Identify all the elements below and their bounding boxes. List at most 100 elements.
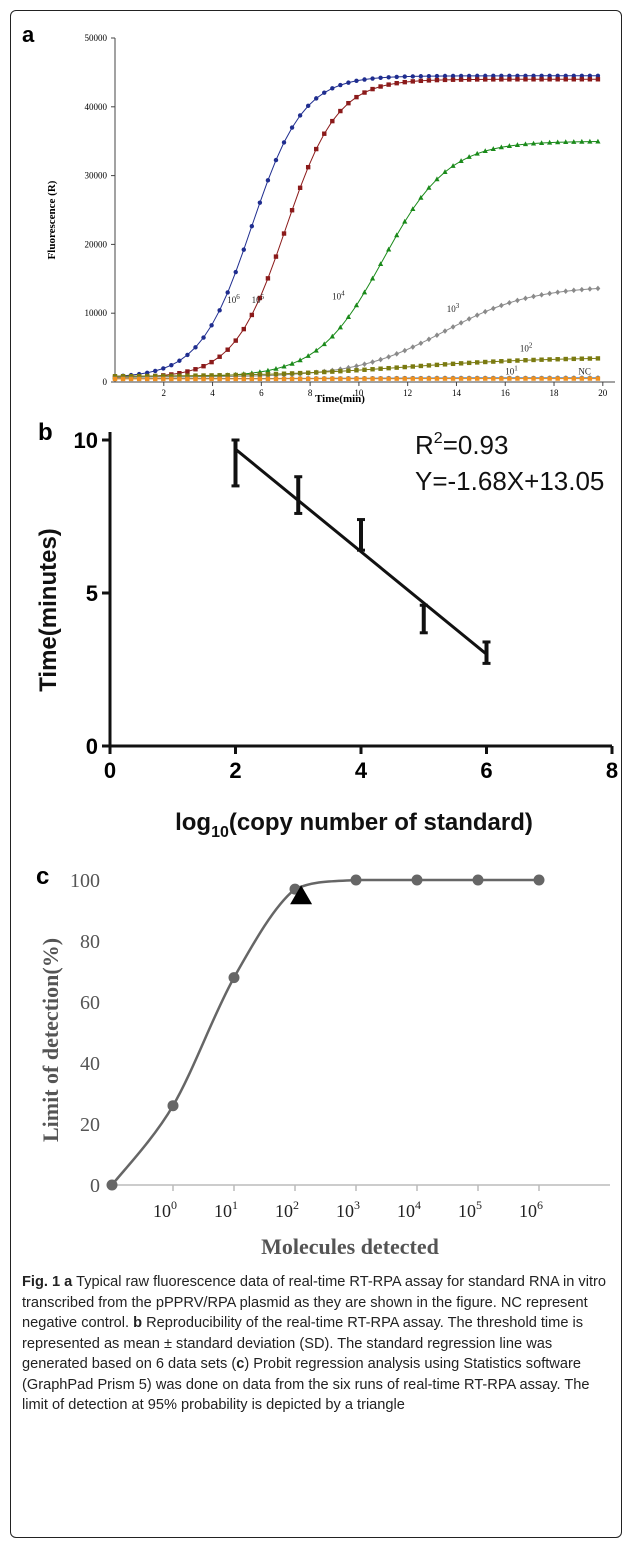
panel-a-point <box>515 376 520 381</box>
panel-a-point <box>233 372 238 378</box>
panel-a-point <box>555 139 561 145</box>
panel-c-point <box>228 972 240 984</box>
panel-a-point <box>337 324 343 330</box>
panel-a-point <box>474 73 480 79</box>
panel-a-point <box>265 178 271 183</box>
panel-a-point <box>587 77 593 82</box>
panel-a-point <box>289 208 295 213</box>
panel-a-point <box>273 365 279 371</box>
panel-a-point <box>563 288 569 295</box>
panel-c-ytick-label: 20 <box>80 1114 100 1136</box>
panel-b-letter: b <box>38 419 53 446</box>
panel-a-point <box>120 373 126 379</box>
panel-a-point <box>136 376 142 382</box>
panel-a-point <box>523 73 528 79</box>
panel-a-point <box>217 376 222 382</box>
panel-a-point <box>466 316 472 322</box>
panel-a-point <box>201 335 206 340</box>
figure-frame <box>10 10 622 1538</box>
panel-a-point <box>289 371 295 376</box>
panel-a-point <box>201 373 206 378</box>
panel-a-point <box>353 302 360 308</box>
panel-a-point <box>362 90 367 95</box>
panel-a-xtick-label: 10 <box>354 388 364 398</box>
panel-a-point <box>571 139 577 144</box>
panel-a-point <box>177 371 182 376</box>
panel-a-point <box>418 340 424 347</box>
caption-letter-a: a <box>64 1274 73 1290</box>
panel-c-lod-triangle <box>290 885 313 905</box>
panel-a-point <box>474 312 480 318</box>
panel-a-point <box>322 376 327 381</box>
panel-a-point <box>434 73 440 79</box>
panel-a-point <box>362 77 367 82</box>
panel-a-point <box>249 223 255 229</box>
panel-a-point <box>458 158 464 163</box>
panel-a-point <box>241 326 246 332</box>
panel-a-point <box>539 77 544 82</box>
panel-a-point <box>450 361 456 367</box>
panel-c-ytick-label: 80 <box>80 931 100 953</box>
panel-a-point <box>193 345 198 350</box>
panel-a-point <box>217 354 222 359</box>
panel-a-series-label: 102 <box>520 342 533 354</box>
panel-a-point <box>483 359 488 365</box>
panel-a-point <box>281 140 287 145</box>
panel-a-point <box>402 218 408 224</box>
caption-text-a: Typical raw fluorescence data of real-ti… <box>22 1274 607 1331</box>
panel-a-point <box>506 300 512 306</box>
panel-a-point <box>257 376 263 382</box>
panel-a-point <box>193 367 198 372</box>
panel-a-point <box>571 287 577 294</box>
panel-a-point <box>539 292 544 298</box>
panel-a-point <box>354 368 359 373</box>
panel-a-point <box>442 73 448 79</box>
panel-a-point <box>450 73 456 79</box>
panel-a-point <box>571 376 576 381</box>
panel-a-point <box>330 369 335 374</box>
panel-a-point <box>265 376 271 382</box>
panel-a-point <box>595 285 601 292</box>
panel-b-xtick-label: 0 <box>104 758 116 783</box>
panel-a-point <box>402 79 407 85</box>
panel-a-point <box>466 154 472 159</box>
panel-a-point <box>402 364 407 370</box>
panel-a-point <box>474 376 480 381</box>
panel-a-point <box>265 367 271 373</box>
panel-a-point <box>305 103 311 109</box>
panel-a-point <box>281 371 287 376</box>
panel-c-ytick-label: 100 <box>70 870 100 892</box>
panel-a-point <box>426 73 432 79</box>
panel-a-point <box>507 73 512 79</box>
panel-a-point <box>579 356 585 361</box>
panel-a-point <box>354 94 359 100</box>
panel-a-point <box>491 73 496 79</box>
panel-a-point <box>370 376 375 381</box>
panel-a-point <box>402 347 408 354</box>
panel-a-point <box>112 374 118 379</box>
panel-a-point <box>361 289 368 295</box>
panel-a-point <box>490 305 496 312</box>
panel-a-point <box>128 373 134 379</box>
panel-c-probit-curve <box>111 878 539 1186</box>
panel-a-point <box>386 376 391 381</box>
panel-a-point <box>314 146 319 152</box>
panel-c-xtick-label: 101 <box>214 1198 238 1221</box>
panel-a-point <box>297 185 303 190</box>
panel-a-point <box>450 163 456 168</box>
panel-a-point <box>579 77 585 82</box>
panel-a-point <box>458 77 464 82</box>
panel-a-point <box>330 376 335 381</box>
panel-a-point <box>474 150 480 156</box>
panel-c-xlabel: Molecules detected <box>261 1234 439 1259</box>
panel-a-point <box>547 357 552 362</box>
panel-a-point <box>233 338 238 343</box>
panel-a-point <box>161 366 166 371</box>
panel-c-xtick-label: 100 <box>153 1198 177 1221</box>
panel-a-point <box>225 376 230 382</box>
panel-a-point <box>273 157 279 163</box>
panel-c-point <box>350 874 362 886</box>
panel-a-point <box>410 79 416 84</box>
panel-a-point <box>345 314 352 320</box>
panel-a-point <box>450 376 456 381</box>
